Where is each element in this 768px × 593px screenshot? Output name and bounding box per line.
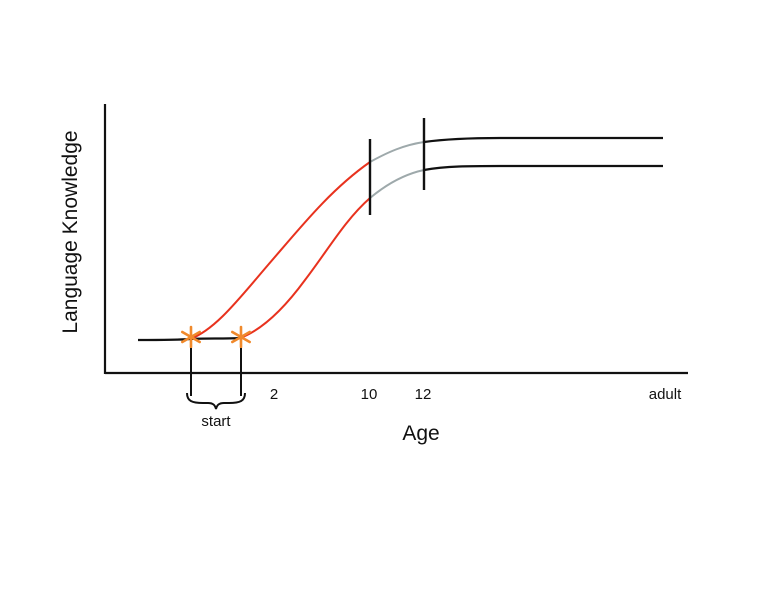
onset-asterisk-icon-early [181, 325, 201, 349]
x-tick-12: 12 [415, 386, 432, 403]
early-learner-plateau-curve [423, 136, 663, 144]
y-axis-title: Language Knowledge [59, 130, 82, 333]
onset-asterisk-icon-late [231, 325, 251, 349]
late-learner-plateau-curve [423, 164, 663, 172]
early-learner-transition-curve [369, 141, 425, 163]
x-tick-10: 10 [361, 386, 378, 403]
late-learner-transition-curve [369, 169, 425, 199]
x-axis-title: Age [402, 422, 439, 445]
start-bracket-label: start [201, 413, 231, 430]
early-learner-growth-curve [189, 161, 371, 340]
late-learner-growth-curve [239, 197, 371, 339]
x-tick-adult: adult [649, 386, 682, 403]
start-bracket [186, 392, 246, 410]
x-tick-2: 2 [270, 386, 278, 403]
